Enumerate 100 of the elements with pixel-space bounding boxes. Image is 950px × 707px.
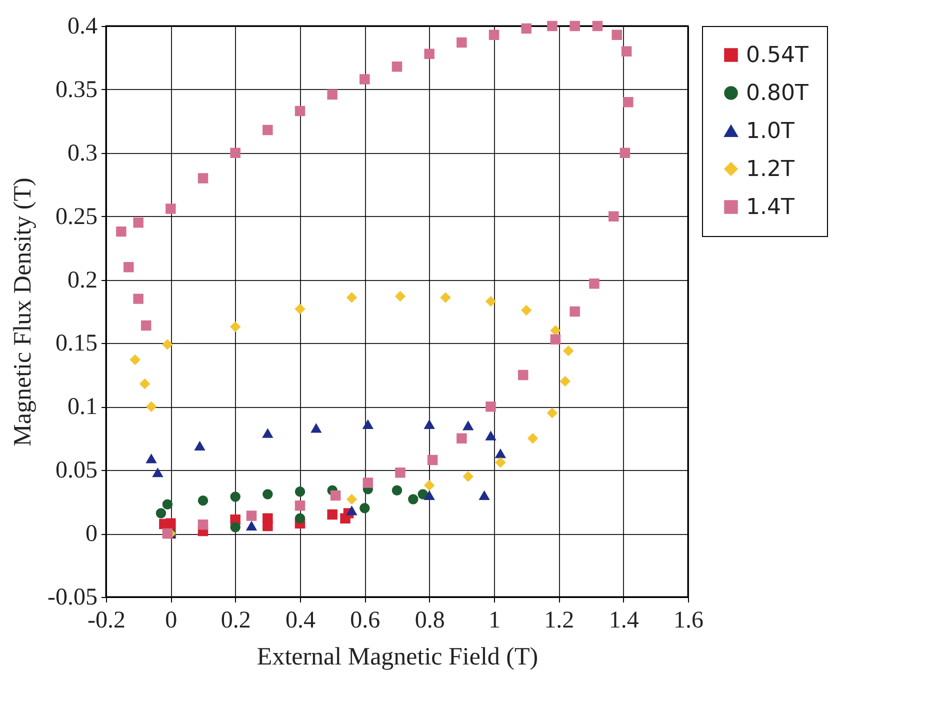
point	[570, 20, 580, 32]
point	[589, 278, 600, 289]
point	[230, 322, 240, 332]
point	[570, 306, 580, 317]
x-tick-label: 0.6	[350, 608, 380, 634]
x-tick-label: 1	[488, 608, 500, 634]
y-tick-label: -0.05	[48, 584, 98, 610]
y-tick-label: 0.4	[68, 14, 98, 40]
point	[463, 471, 474, 482]
point	[563, 346, 574, 356]
x-tick-label: 0.8	[414, 608, 445, 634]
point	[362, 420, 374, 429]
point	[330, 490, 341, 501]
x-tick-label: 1.4	[608, 608, 639, 634]
x-tick-label: 1.2	[544, 608, 574, 634]
point	[495, 457, 506, 468]
y-tick-label: 0.35	[56, 76, 98, 103]
point	[488, 30, 500, 40]
point	[294, 106, 306, 116]
point	[294, 500, 306, 511]
point	[608, 211, 619, 222]
point	[395, 291, 406, 302]
point	[294, 513, 306, 524]
x-tick-label: 0.4	[286, 608, 316, 634]
point	[230, 148, 240, 158]
point	[521, 305, 532, 316]
point	[346, 494, 357, 504]
point	[521, 23, 532, 34]
point	[327, 509, 338, 520]
point	[486, 296, 496, 306]
point	[463, 421, 474, 430]
point	[424, 490, 434, 500]
y-tick-label: 0.3	[68, 140, 98, 166]
legend-label: 0.80T	[746, 81, 809, 106]
point	[427, 454, 438, 466]
y-tick-label: 0.25	[56, 204, 98, 230]
point	[560, 376, 570, 386]
y-axis-title: Magnetic Flux Density (T)	[10, 178, 37, 446]
point	[130, 354, 140, 365]
point	[612, 30, 622, 40]
point	[262, 428, 273, 438]
point	[198, 520, 208, 530]
x-tick-label: 0.2	[220, 608, 251, 634]
point	[424, 420, 434, 429]
point	[294, 486, 306, 497]
x-tick-label: 1.6	[674, 608, 704, 634]
point	[486, 402, 496, 412]
point	[547, 20, 558, 32]
point	[456, 37, 467, 48]
point	[327, 89, 338, 100]
point	[408, 494, 418, 504]
x-axis-title: External Magnetic Field (T)	[256, 644, 538, 670]
point	[479, 490, 490, 500]
point	[550, 334, 561, 345]
point	[424, 48, 434, 60]
legend-label: 0.54T	[746, 43, 809, 68]
point	[152, 468, 163, 478]
legend-label: 1.4T	[746, 195, 795, 220]
point	[346, 292, 357, 303]
point	[162, 499, 173, 510]
point	[162, 339, 173, 350]
point	[528, 433, 538, 444]
point	[140, 378, 150, 389]
point	[133, 218, 144, 228]
point	[262, 489, 273, 500]
y-tick-label: 0.2	[68, 267, 98, 294]
y-tick-label: 0.1	[68, 394, 98, 420]
point	[156, 508, 166, 518]
point	[311, 424, 322, 433]
point	[395, 468, 406, 478]
point	[620, 148, 630, 158]
point	[146, 402, 156, 412]
point	[346, 506, 357, 516]
point	[456, 433, 467, 444]
point	[124, 262, 134, 272]
point	[294, 304, 306, 314]
point	[360, 503, 370, 514]
point	[162, 528, 173, 539]
point	[486, 431, 496, 440]
point	[198, 173, 208, 184]
point	[418, 489, 428, 500]
point	[621, 46, 632, 56]
y-tick-label: 0.05	[56, 458, 98, 484]
point	[518, 370, 528, 380]
point	[547, 408, 558, 418]
point	[166, 204, 176, 214]
point	[592, 20, 603, 32]
point	[550, 325, 561, 336]
y-tick-label: 0.15	[56, 330, 98, 357]
point	[440, 292, 451, 303]
legend-label: 1.0T	[746, 119, 795, 144]
point	[230, 492, 240, 502]
point	[133, 294, 144, 304]
point	[424, 480, 434, 490]
point	[146, 454, 156, 464]
point	[116, 226, 126, 237]
point	[194, 441, 205, 451]
point	[362, 478, 374, 488]
point	[262, 513, 273, 524]
point	[230, 522, 240, 532]
